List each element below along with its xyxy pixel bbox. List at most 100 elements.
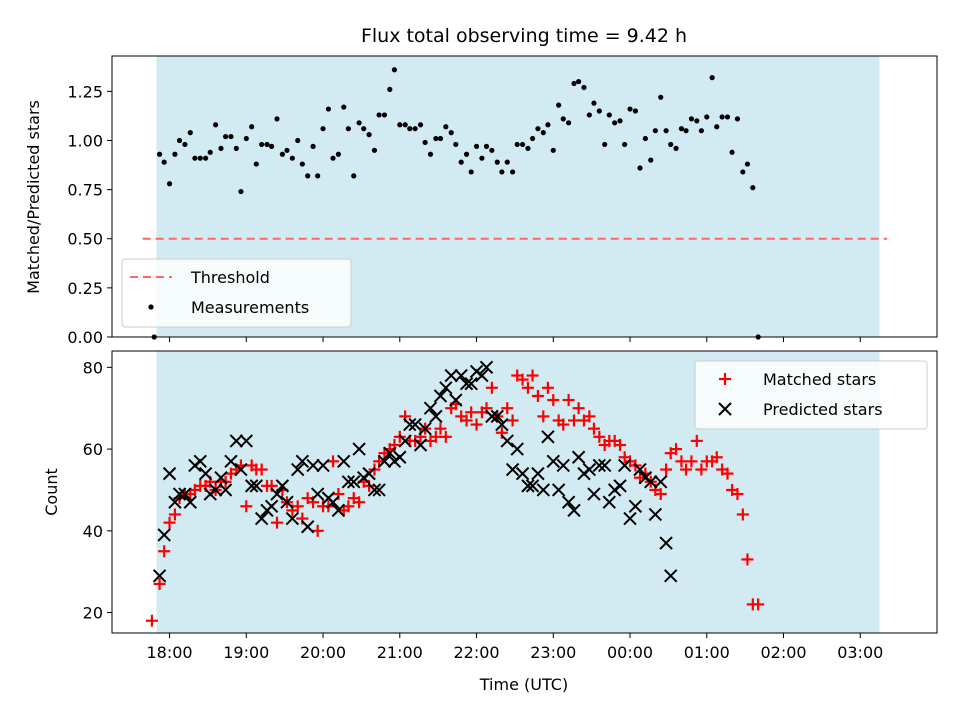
matched-star-point	[670, 443, 683, 456]
predicted-star-point	[521, 479, 535, 493]
top-y-ticks: 0.00 0.25 0.50 0.75 1.00 1.25	[67, 82, 112, 347]
measurement-point	[264, 141, 270, 148]
predicted-star-point	[654, 475, 668, 489]
predicted-star-point	[567, 503, 581, 518]
measurement-point	[197, 155, 203, 161]
predicted-star-point	[536, 483, 551, 497]
predicted-star-point	[249, 479, 263, 493]
predicted-star-point	[244, 479, 259, 493]
predicted-star-point	[310, 487, 325, 501]
measurement-point	[269, 143, 275, 149]
matched-star-point	[240, 500, 253, 513]
measurement-point	[161, 159, 167, 165]
top-y-tick-label: 0.75	[67, 181, 103, 200]
legend-matched-swatch	[719, 373, 731, 385]
bottom-plot-frame	[111, 350, 938, 634]
top-y-tick-label: 0.50	[67, 230, 103, 249]
matched-star-point	[291, 500, 304, 513]
measurement-point	[335, 151, 341, 157]
measurement-point	[673, 145, 679, 151]
measurement-point	[714, 124, 720, 130]
predicted-stars-points	[152, 360, 678, 583]
measurement-point	[729, 149, 735, 155]
measurement-point	[668, 141, 674, 148]
measurement-point	[540, 130, 546, 136]
predicted-star-point	[341, 475, 356, 489]
measurement-point	[437, 135, 444, 142]
matched-star-point	[593, 430, 606, 443]
measurement-point	[218, 145, 224, 151]
measurement-point	[443, 124, 449, 130]
bottom-y-tick-label: 40	[83, 522, 103, 541]
measurement-point	[591, 100, 597, 106]
measurement-point	[704, 114, 710, 120]
bottom-x-ticks: 18:00 19:00 20:00 21:00 22:00 23:00 00:00 01:00…	[147, 633, 883, 662]
measurement-point	[694, 118, 700, 124]
measurement-point	[315, 173, 321, 179]
measurement-point	[663, 128, 669, 134]
predicted-star-point	[597, 458, 612, 473]
measurement-point	[366, 132, 372, 138]
matched-star-point	[153, 577, 166, 590]
measurement-points	[151, 67, 761, 340]
matched-star-point	[583, 410, 596, 423]
measurement-point	[381, 112, 388, 118]
measurement-point	[253, 161, 259, 167]
measurement-point	[740, 169, 746, 175]
predicted-star-point	[633, 462, 647, 477]
predicted-star-point	[592, 458, 607, 473]
predicted-star-point	[541, 430, 555, 444]
bottom-y-ticks: 20 40 60 80	[83, 358, 112, 623]
top-y-tick-label: 0.25	[67, 279, 103, 298]
measurement-point	[483, 143, 490, 149]
matched-star-point	[501, 402, 514, 415]
predicted-star-point	[525, 479, 540, 493]
measurement-point	[233, 145, 239, 151]
measurement-point	[550, 147, 556, 153]
measurement-point	[356, 120, 362, 126]
measurement-point	[427, 151, 434, 157]
matched-star-point	[690, 434, 703, 447]
measurement-point	[284, 147, 290, 153]
predicted-star-point	[383, 446, 397, 460]
legend-matched-label: Matched stars	[763, 370, 876, 389]
matched-star-point	[327, 455, 340, 468]
top-legend-box	[121, 258, 352, 328]
predicted-star-point	[393, 450, 407, 464]
measurement-point	[617, 118, 623, 124]
matched-star-point	[680, 463, 693, 476]
matched-star-point	[145, 614, 158, 627]
measurement-point	[274, 116, 280, 122]
measurement-point	[203, 155, 209, 161]
matched-star-point	[710, 451, 723, 464]
top-legend: Threshold Measurements	[121, 258, 352, 328]
measurement-point	[494, 159, 500, 165]
measurement-point	[259, 141, 265, 148]
predicted-star-point	[659, 536, 673, 550]
measurement-point	[463, 151, 470, 157]
measurement-point	[566, 120, 572, 126]
measurement-point	[156, 151, 163, 157]
predicted-star-point	[280, 495, 294, 509]
matched-star-point	[168, 508, 181, 521]
bottom-x-tick-label: 21:00	[377, 643, 423, 662]
top-panel: 0.00 0.25 0.50 0.75 1.00 1.25 Matched/Predict…	[24, 55, 938, 347]
measurement-point	[187, 130, 193, 136]
predicted-star-point	[152, 569, 167, 583]
chart-title: Flux total observing time = 9.42 h	[361, 25, 687, 47]
measurement-point	[238, 188, 244, 195]
measurement-point	[473, 143, 480, 149]
predicted-star-point	[510, 442, 524, 456]
measurement-point	[724, 114, 731, 120]
predicted-star-point	[571, 450, 586, 464]
predicted-star-point	[628, 499, 643, 514]
measurement-point	[310, 143, 316, 149]
measurement-point	[556, 102, 562, 108]
predicted-star-point	[352, 442, 366, 456]
measurement-point	[688, 116, 695, 122]
matched-star-point	[163, 516, 176, 529]
predicted-star-point	[505, 462, 520, 477]
predicted-star-point	[183, 495, 197, 509]
predicted-star-point	[617, 458, 632, 473]
measurement-point	[417, 122, 424, 128]
